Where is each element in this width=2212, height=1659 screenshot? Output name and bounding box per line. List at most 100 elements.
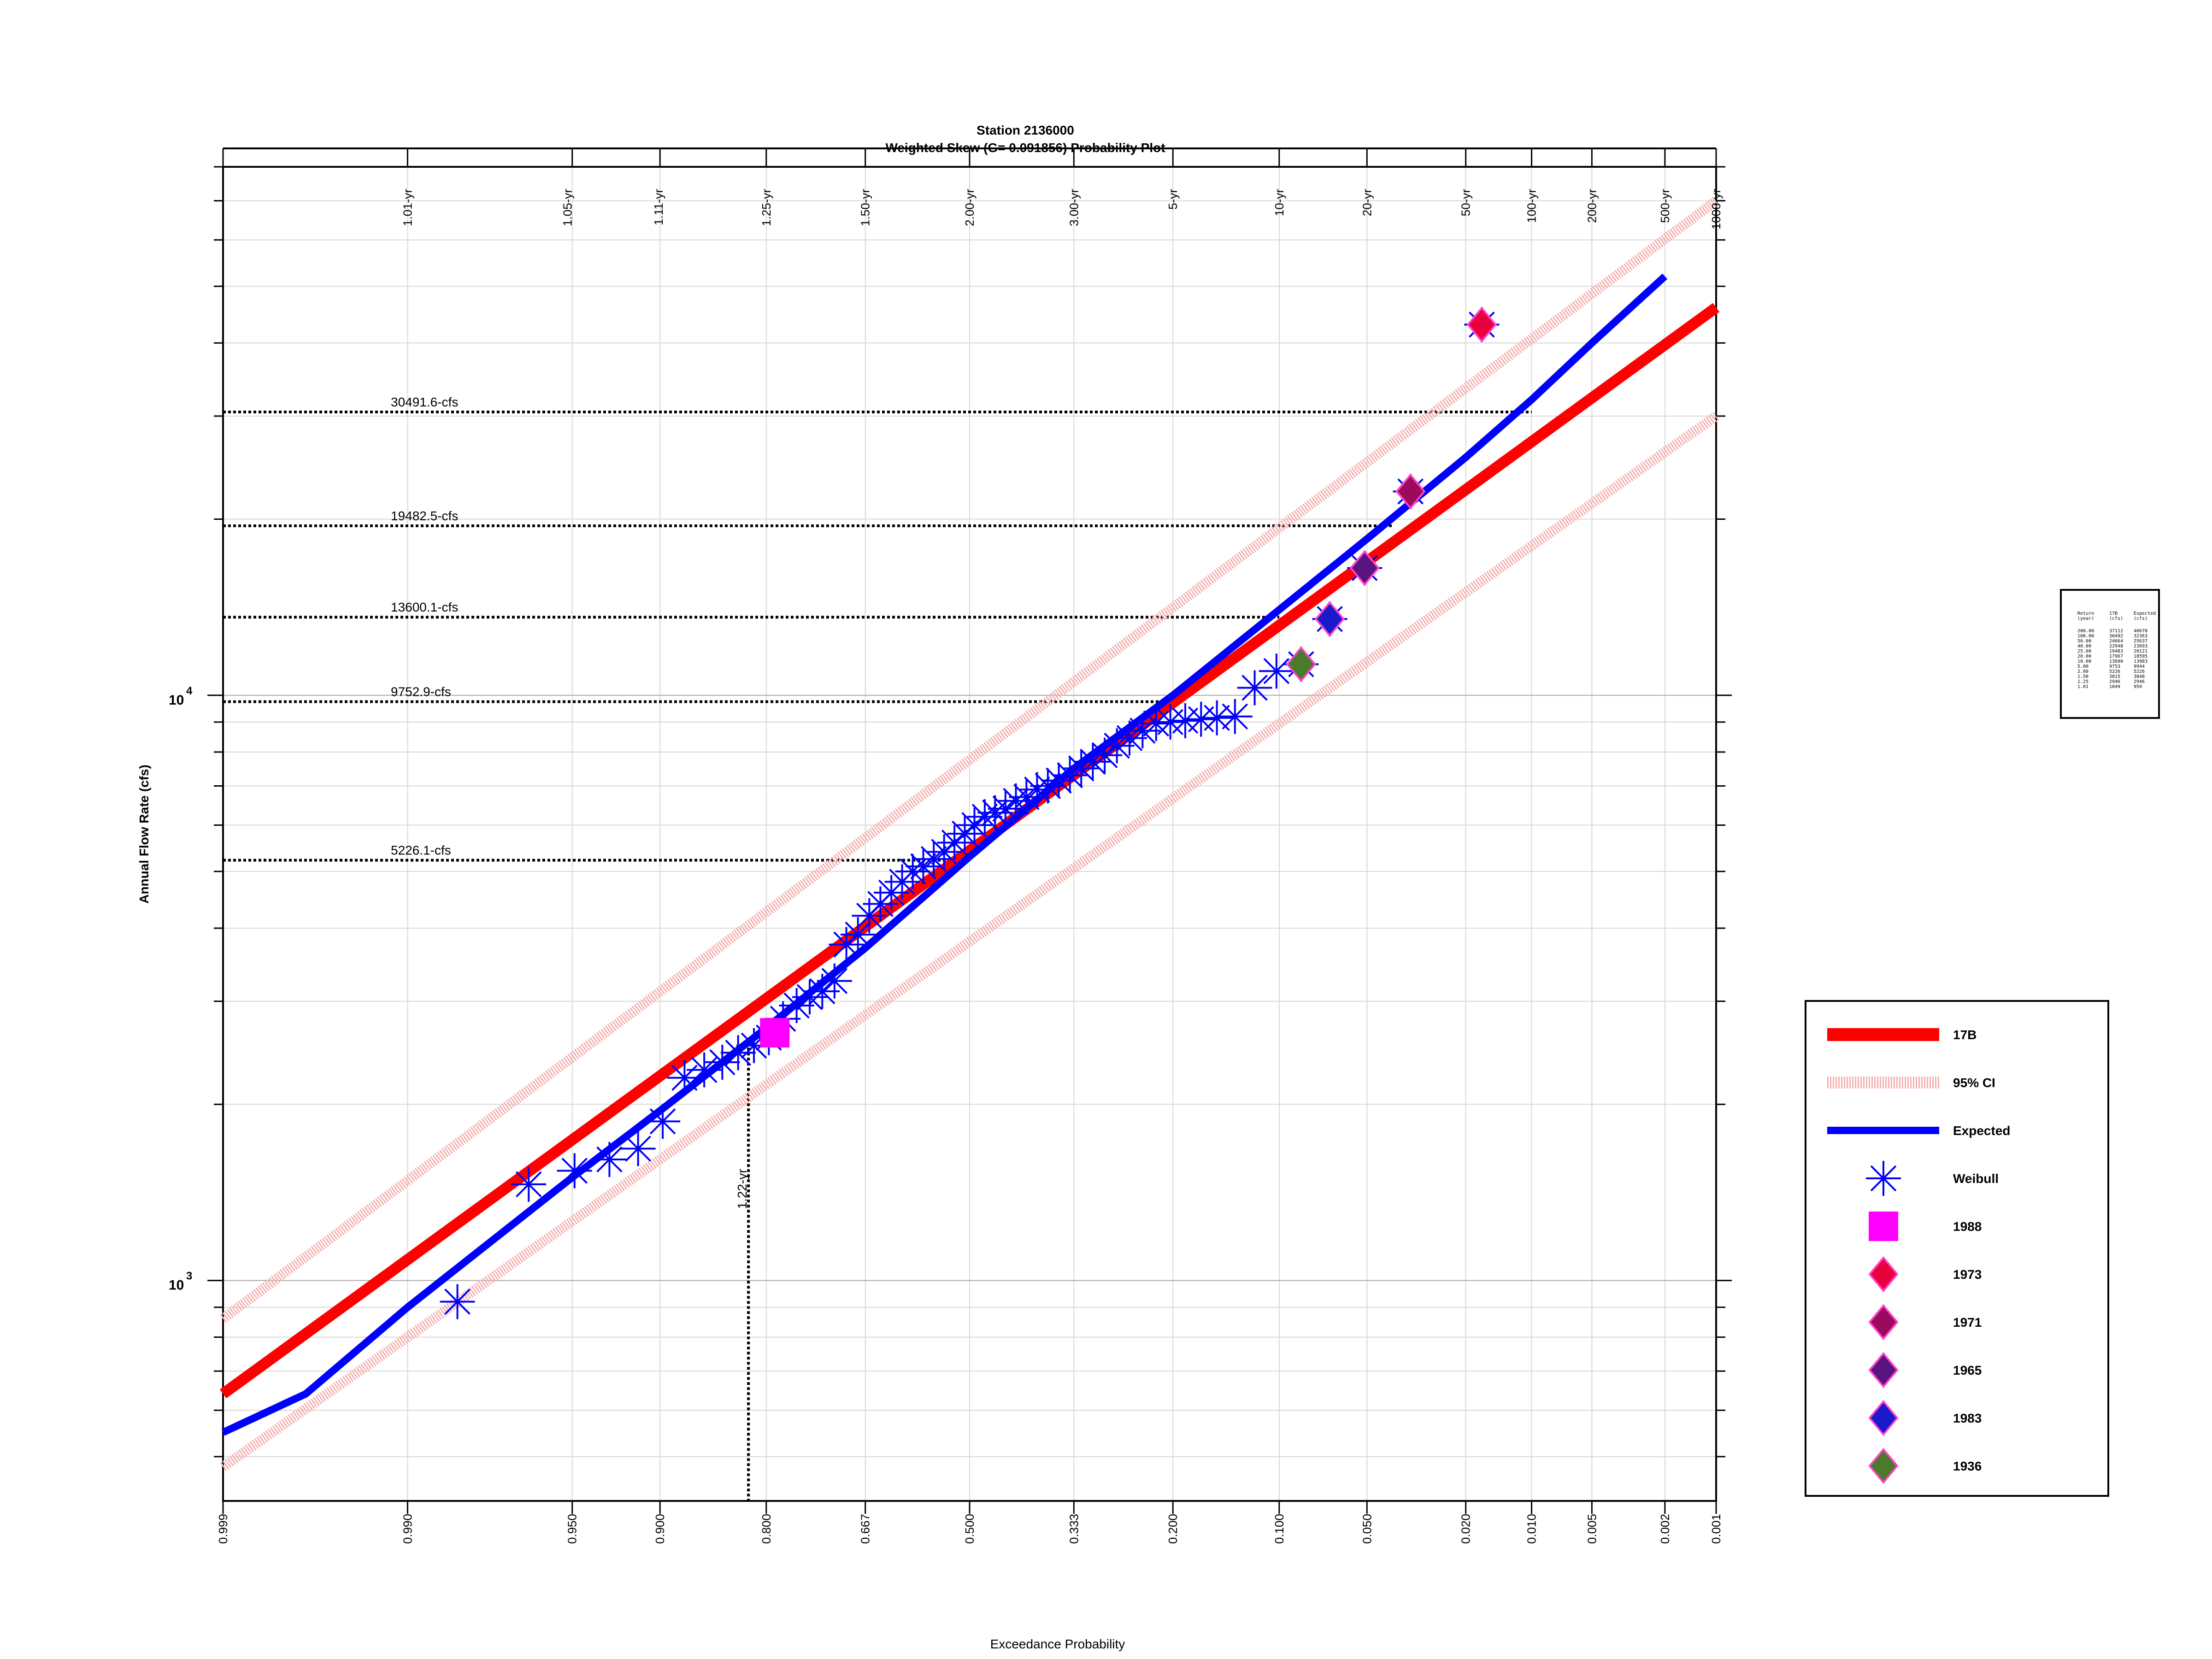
legend-swatch-1988 xyxy=(1869,1212,1898,1241)
return-period-label: 5-yr xyxy=(1166,189,1180,210)
legend-label: 1965 xyxy=(1953,1363,1982,1377)
inset-table-cell: 22948 xyxy=(2109,644,2123,649)
inset-table-cell: 1049 xyxy=(2109,684,2120,689)
return-period-label: 1.05-yr xyxy=(560,189,574,226)
inset-table-cell: 2946 xyxy=(2109,679,2120,684)
inset-table-header: (cfs) xyxy=(2134,616,2147,621)
return-period-label: 100-yr xyxy=(1525,189,1539,223)
y-tick-exponent: 4 xyxy=(186,685,193,697)
reference-line-vertical-label: 1.22-yr xyxy=(735,1169,749,1209)
x-tick-label: 0.800 xyxy=(759,1514,773,1544)
legend-label: Weibull xyxy=(1953,1171,1999,1186)
inset-table-cell: 1.01 xyxy=(2077,684,2088,689)
return-period-label: 1.25-yr xyxy=(759,189,773,226)
inset-table-cell: 18595 xyxy=(2134,654,2147,659)
return-period-label: 1000-yr xyxy=(1709,189,1723,229)
inset-table-cell: 13600 xyxy=(2109,659,2123,664)
x-tick-label: 0.500 xyxy=(963,1514,977,1544)
weibull-point xyxy=(840,917,876,953)
axis-ticks xyxy=(207,147,1732,1514)
series-17b-line xyxy=(219,303,1720,1399)
legend: 17B 95% CI Expected Weibull 1988 1973 1971 1965… xyxy=(1805,1000,2109,1497)
inset-table-header: Return xyxy=(2077,611,2094,616)
weibull-point xyxy=(792,979,827,1015)
inset-table-header: (year) xyxy=(2077,616,2094,621)
inset-table-cell: 32363 xyxy=(2134,634,2147,639)
legend-swatch-1965 xyxy=(1868,1352,1899,1388)
point-1971 xyxy=(1395,473,1426,510)
weibull-point xyxy=(1217,699,1253,734)
return-period-label: 1.01-yr xyxy=(400,189,414,226)
inset-table-cell: 25637 xyxy=(2134,639,2147,644)
x-tick-label: 0.002 xyxy=(1658,1514,1672,1544)
weibull-point xyxy=(1125,713,1160,748)
inset-table-cell: 17967 xyxy=(2109,654,2123,659)
inset-table-cell: 200.00 xyxy=(2077,629,2094,634)
axis-labels: 0.999 0.990 0.950 0.900 0.800 0.667 0.500 0.333… xyxy=(169,189,1723,1544)
return-period-label: 2.00-yr xyxy=(963,189,977,226)
inset-table-frame xyxy=(2060,589,2160,719)
inset-table-cell: 13983 xyxy=(2134,659,2147,664)
reference-line-label: 19482.5-cfs xyxy=(391,509,458,523)
weibull-point xyxy=(1052,758,1088,793)
inset-table-cell: 37112 xyxy=(2109,629,2123,634)
legend-label: 1988 xyxy=(1953,1219,1982,1234)
x-tick-label: 0.005 xyxy=(1585,1514,1599,1544)
inset-table-cell: 2.00 xyxy=(2077,669,2088,674)
weibull-point xyxy=(1064,751,1099,786)
weibull-point xyxy=(557,1153,592,1188)
weibull-point xyxy=(511,1166,547,1202)
series xyxy=(219,196,1720,1471)
legend-swatch-1936 xyxy=(1868,1447,1899,1484)
weibull-point xyxy=(1183,701,1219,737)
legend-label: 1973 xyxy=(1953,1267,1982,1282)
reference-line-label: 9752.9-cfs xyxy=(391,685,451,699)
inset-table-header: Expected xyxy=(2134,611,2156,616)
legend-label: 1971 xyxy=(1953,1315,1982,1330)
reference-line-label: 5226.1-cfs xyxy=(391,843,451,858)
x-tick-label: 0.999 xyxy=(216,1514,230,1544)
return-period-label: 500-yr xyxy=(1658,189,1672,223)
point-1988 xyxy=(760,1018,790,1048)
inset-table-cell: 9753 xyxy=(2109,664,2120,669)
x-tick-label: 0.667 xyxy=(859,1514,872,1544)
inset-table-cell: 5226 xyxy=(2109,669,2120,674)
x-tick-label: 0.020 xyxy=(1459,1514,1473,1544)
x-tick-label: 0.100 xyxy=(1272,1514,1286,1544)
return-period-label: 1.50-yr xyxy=(859,189,872,226)
weibull-point xyxy=(1237,670,1272,706)
ci-lower-line xyxy=(220,412,1719,1471)
inset-table-cell: 20121 xyxy=(2134,649,2147,654)
inset-table-cell: 30492 xyxy=(2109,634,2123,639)
legend-label: Expected xyxy=(1953,1124,2011,1138)
inset-table-cell: 40.00 xyxy=(2077,644,2091,649)
inset-table-cell: 10.00 xyxy=(2077,659,2091,664)
x-tick-label: 0.900 xyxy=(653,1514,667,1544)
weibull-point xyxy=(592,1141,627,1177)
point-1973 xyxy=(1466,306,1497,343)
series-expected-line xyxy=(221,273,1668,1436)
weibull-point xyxy=(998,783,1034,818)
reference-line-label: 30491.6-cfs xyxy=(391,395,458,409)
inset-table-cell: 959 xyxy=(2134,684,2142,689)
point-1965 xyxy=(1349,550,1380,586)
inset-table-header: (cfs) xyxy=(2109,616,2123,621)
inset-table-cell: 50.00 xyxy=(2077,639,2091,644)
legend-swatch-1973 xyxy=(1868,1256,1899,1293)
y-tick-exponent: 3 xyxy=(186,1270,192,1282)
weibull-point xyxy=(1030,768,1065,804)
weibull-point xyxy=(736,1028,772,1063)
weibull-point xyxy=(906,849,941,884)
y-tick-base: 10 xyxy=(169,1278,184,1293)
inset-table-cell: 23693 xyxy=(2134,644,2147,649)
inset-table-cell: 24664 xyxy=(2109,639,2123,644)
inset-table-cell: 2946 xyxy=(2134,679,2145,684)
weibull-point xyxy=(817,963,852,999)
legend-swatch-1971 xyxy=(1868,1304,1899,1341)
point-1936 xyxy=(1286,646,1316,682)
x-tick-label: 0.333 xyxy=(1067,1514,1081,1544)
weibull-point xyxy=(1167,703,1203,738)
weibull-point xyxy=(705,1045,740,1080)
inset-table-cell: 100.00 xyxy=(2077,634,2094,639)
